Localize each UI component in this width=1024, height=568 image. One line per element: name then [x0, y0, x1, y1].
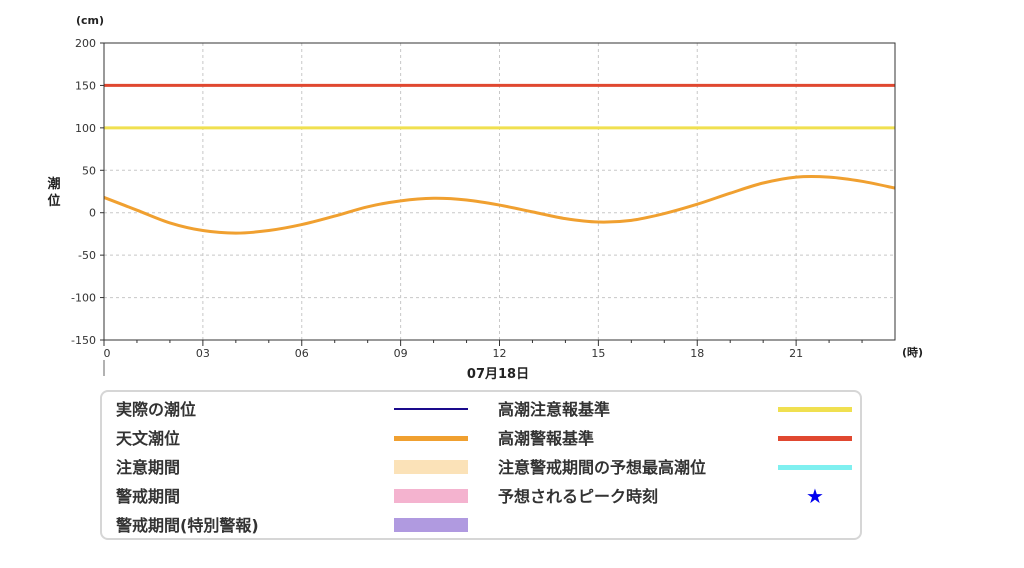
- tide-chart: 200 150 100 50 0 -50 -100 -150 0 03 06 09 12 15 18 21 (…: [47, 14, 923, 382]
- legend-label: 注意期間: [116, 458, 181, 477]
- y-tick-label: -100: [71, 292, 96, 305]
- legend-line-sample: [778, 436, 852, 441]
- x-tick-label: 06: [295, 347, 309, 360]
- x-tick-label: 03: [196, 347, 210, 360]
- y-axis-label-char: 位: [47, 193, 60, 209]
- legend-swatch: [394, 460, 468, 474]
- legend-item: 実際の潮位: [102, 395, 860, 424]
- y-tick-label: 50: [82, 164, 96, 177]
- legend-label: 実際の潮位: [116, 400, 197, 419]
- label-layer: (cm) (時) 07月18日 潮位: [47, 14, 923, 382]
- y-tick-label: 0: [89, 207, 96, 220]
- legend-item: 注意警戒期間の予想最高潮位: [102, 453, 860, 482]
- y-tick-label: 200: [75, 37, 96, 50]
- x-unit-label: (時): [902, 345, 923, 359]
- x-tick-label: 21: [789, 347, 803, 360]
- grid-layer: [104, 43, 895, 340]
- y-unit-label: (cm): [76, 14, 104, 27]
- x-tick-label: 15: [591, 347, 605, 360]
- legend-swatch: [394, 518, 468, 532]
- legend-line-sample: [778, 407, 852, 412]
- reference-lines: [104, 83, 895, 130]
- chart-svg: 200 150 100 50 0 -50 -100 -150 0 03 06 09 12 15 18 21 (…: [47, 14, 923, 382]
- legend-label: 予想されるピーク時刻: [498, 487, 659, 506]
- y-tick-label: -50: [78, 249, 96, 262]
- legend-label: 注意警戒期間の予想最高潮位: [498, 458, 707, 477]
- legend-item: 注意期間: [102, 453, 860, 482]
- legend-line-sample: [394, 436, 468, 441]
- legend-item: 警戒期間: [102, 482, 860, 511]
- x-tick-label: 09: [394, 347, 408, 360]
- tick-layer: 200 150 100 50 0 -50 -100 -150 0 03 06 09 12 15 18 21: [71, 37, 863, 376]
- legend-line-sample: [394, 408, 468, 410]
- legend-swatch: [394, 489, 468, 503]
- legend-item: 高潮警報基準: [102, 424, 860, 453]
- y-tick-label: 150: [75, 79, 96, 92]
- legend-item: 予想されるピーク時刻 ★: [102, 482, 860, 511]
- date-label: 07月18日: [467, 367, 529, 382]
- legend-label: 天文潮位: [116, 429, 181, 448]
- y-tick-label: -150: [71, 334, 96, 347]
- legend-item: 天文潮位: [102, 424, 860, 453]
- legend-item: 警戒期間(特別警報): [102, 511, 860, 540]
- star-icon: ★: [806, 484, 824, 508]
- legend-label: 高潮警報基準: [498, 429, 595, 448]
- series-line-tenmon: [103, 174, 896, 235]
- legend-label: 警戒期間: [116, 487, 181, 506]
- legend-label: 警戒期間(特別警報): [116, 516, 259, 535]
- legend-line-sample: [778, 465, 852, 470]
- x-tick-label: 0: [104, 347, 111, 360]
- y-axis-label-char: 潮: [47, 176, 60, 192]
- legend-item: 高潮注意報基準: [102, 395, 860, 424]
- series-layer: [103, 174, 896, 235]
- legend-label: 高潮注意報基準: [498, 400, 611, 419]
- x-tick-label: 12: [493, 347, 507, 360]
- x-tick-label: 18: [690, 347, 704, 360]
- y-tick-label: 100: [75, 122, 96, 135]
- legend: 実際の潮位天文潮位注意期間警戒期間警戒期間(特別警報) 高潮注意報基準 高潮警報基準…: [100, 390, 862, 540]
